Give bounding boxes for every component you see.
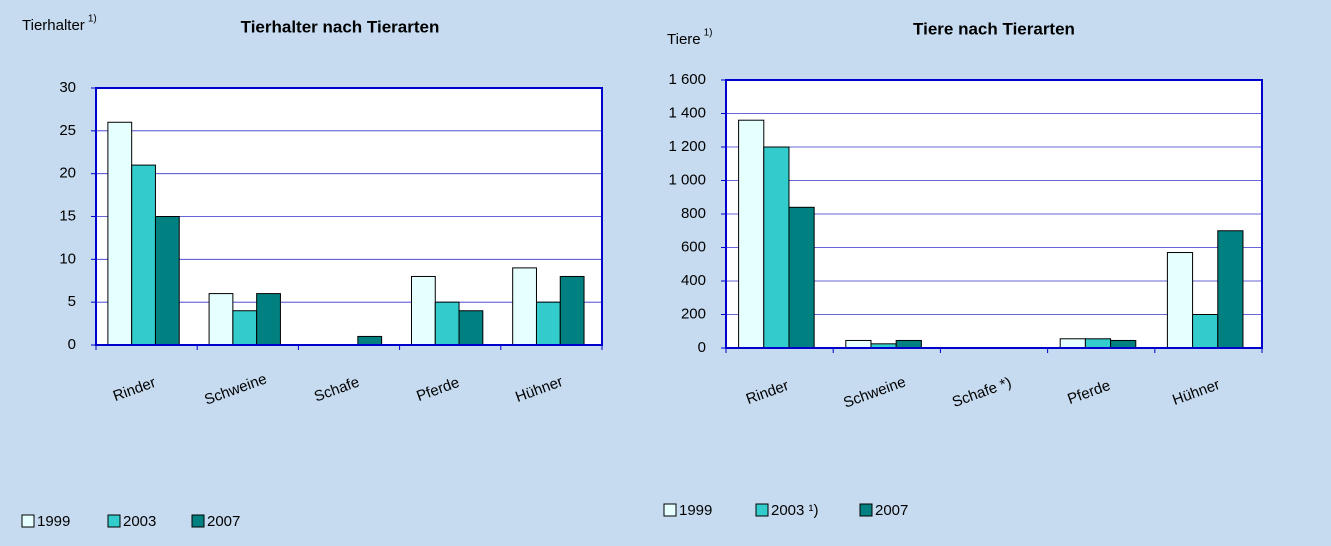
bar — [410, 275, 436, 346]
y-tick-label: 25 — [59, 122, 76, 139]
plot-border — [95, 87, 603, 346]
bar — [788, 206, 815, 349]
bar — [232, 310, 258, 346]
chart-title: Tierhalter nach Tierarten — [241, 17, 440, 36]
y-axis-label: Tierhalter — [22, 17, 85, 34]
bar — [1166, 252, 1194, 349]
y-axis-label-note: 1) — [704, 28, 713, 39]
y-tick-label: 0 — [698, 339, 706, 356]
bar — [357, 335, 383, 346]
y-tick-label: 20 — [59, 165, 76, 182]
y-tick-label: 1 000 — [668, 171, 706, 188]
legend-label: 2003 — [123, 513, 156, 530]
y-tick-label: 400 — [681, 272, 706, 289]
legend-swatch — [107, 514, 121, 528]
legend-label: 1999 — [679, 502, 712, 519]
bar — [535, 301, 561, 346]
legend-swatch — [663, 503, 677, 517]
y-tick-label: 800 — [681, 205, 706, 222]
legend-label: 1999 — [37, 513, 70, 530]
bar — [458, 310, 484, 346]
legend-swatch — [755, 503, 769, 517]
bar — [559, 275, 585, 346]
bar — [1110, 339, 1137, 349]
bar — [434, 301, 460, 346]
y-tick-label: 600 — [681, 238, 706, 255]
legend-swatch — [859, 503, 873, 517]
legend-swatch — [21, 514, 35, 528]
bar — [512, 267, 537, 346]
y-axis-label-note: 1) — [88, 14, 97, 25]
bar — [763, 146, 790, 349]
bar — [256, 293, 281, 346]
y-tick-label: 15 — [59, 207, 76, 224]
legend-swatch — [191, 514, 205, 528]
bar — [845, 339, 872, 349]
bar — [738, 119, 765, 349]
bar — [208, 293, 234, 346]
y-tick-label: 30 — [59, 79, 76, 96]
legend-label: 2007 — [875, 502, 908, 519]
bar — [895, 339, 922, 349]
y-tick-label: 1 200 — [668, 138, 706, 155]
y-tick-label: 10 — [59, 250, 76, 267]
bar — [1217, 230, 1244, 349]
legend-label: 2003 ¹) — [771, 502, 819, 519]
y-axis-label: Tiere — [667, 31, 701, 48]
bar — [154, 216, 180, 346]
y-tick-label: 200 — [681, 305, 706, 322]
bar — [1084, 338, 1112, 349]
y-tick-label: 5 — [68, 293, 76, 310]
bar — [131, 164, 156, 346]
plot-border — [725, 79, 1263, 349]
bar — [1192, 314, 1219, 349]
chart-title: Tiere nach Tierarten — [913, 19, 1075, 38]
y-tick-label: 1 600 — [668, 71, 706, 88]
y-tick-label: 1 400 — [668, 104, 706, 121]
bar — [107, 121, 133, 346]
legend-label: 2007 — [207, 513, 240, 530]
bar — [1059, 338, 1086, 349]
y-tick-label: 0 — [68, 336, 76, 353]
